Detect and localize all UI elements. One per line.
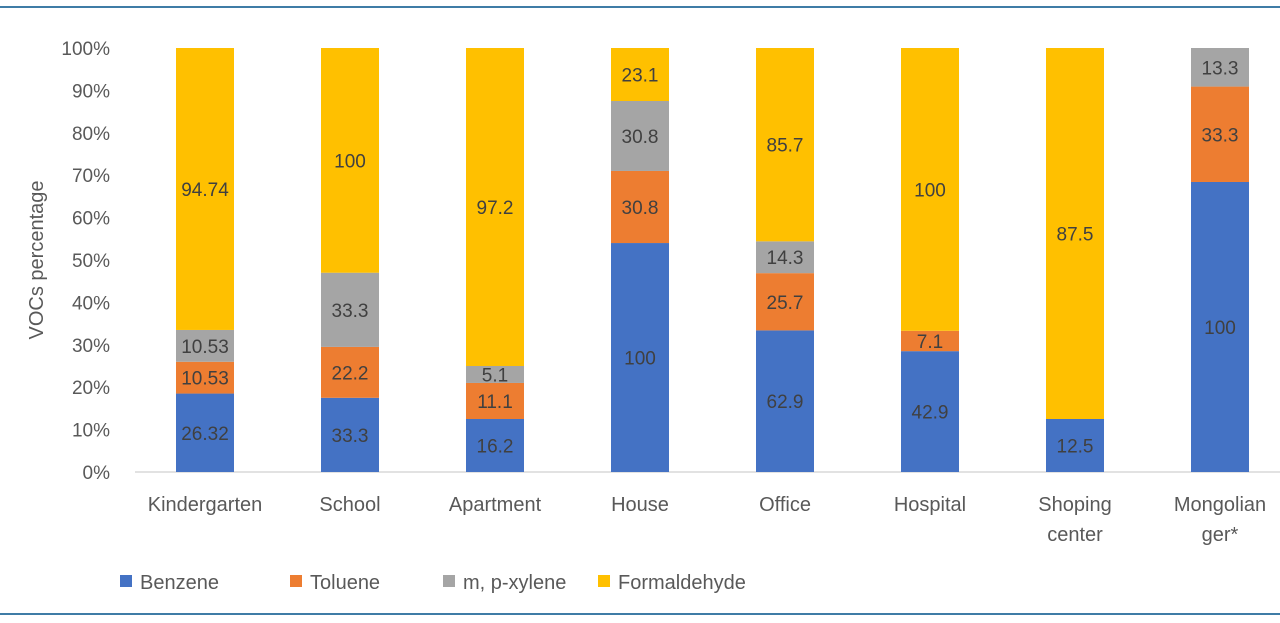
bar-segment [1046,48,1104,419]
legend-swatch [443,575,455,587]
data-label: 10.53 [181,337,229,358]
data-label: 33.3 [1202,125,1239,146]
data-label: 26.32 [181,424,229,445]
legend-label: m, p-xylene [463,572,566,594]
bar-segment [756,241,814,274]
data-label: 14.3 [767,248,804,269]
data-label: 10.53 [181,369,229,390]
data-labels: 26.32 10.53 10.53 94.74 33.3 22.2 33.3 100 16.2 1… [181,58,1238,457]
data-label: 16.2 [477,437,514,458]
data-label: 11.1 [477,392,513,413]
bar-segment [756,273,814,331]
bar-segment [321,397,379,472]
legend: Benzene Toluene m, p-xylene Formaldehyde [120,572,746,594]
y-tick-label: 60% [72,209,110,230]
bar-segment [466,382,524,419]
y-tick-label: 80% [72,124,110,145]
data-label: 100 [624,349,656,370]
data-label: 33.3 [332,426,369,447]
bar-segment [321,346,379,398]
bar-segment [176,329,234,362]
bar-segment [611,170,669,244]
category-label: School [319,494,380,516]
data-label: 23.1 [622,66,659,87]
data-label: 22.2 [332,363,369,384]
top-rule [0,6,1280,8]
y-tick-label: 10% [72,421,110,442]
legend-label: Benzene [140,572,219,594]
bar-segment [1191,86,1249,182]
data-label: 100 [914,180,946,201]
bar-segments [176,48,1249,472]
legend-swatch [598,575,610,587]
category-label: Hospital [894,494,966,516]
data-label: 94.74 [181,180,229,201]
category-label: Mongolian [1174,494,1266,516]
bar-segment [1046,419,1104,472]
legend-label: Formaldehyde [618,572,746,594]
bar-segment [901,330,959,352]
bar-segment [611,101,669,171]
data-label: 5.1 [482,365,508,386]
data-label: 25.7 [767,293,804,314]
bar-segment [901,48,959,331]
bar-segment [611,243,669,472]
bar-segment [901,351,959,472]
data-label: 30.8 [622,127,659,148]
bar-segment [321,48,379,273]
y-tick-label: 30% [72,336,110,357]
category-label: Apartment [449,494,542,516]
bar-segment [611,48,669,101]
data-label: 13.3 [1202,58,1239,79]
y-tick-label: 50% [72,251,110,272]
data-label: 42.9 [912,403,949,424]
bar-segment [1191,181,1249,472]
legend-label: Toluene [310,572,380,594]
bar-segment [466,419,524,472]
category-label: ger* [1202,524,1239,546]
data-label: 12.5 [1057,437,1094,458]
data-label: 100 [334,151,366,172]
category-labels: Kindergarten School Apartment House Office Ho… [148,494,1266,546]
bar-segment [176,48,234,330]
category-label: Office [759,494,811,516]
data-label: 30.8 [622,198,659,219]
y-tick-label: 90% [72,81,110,102]
y-tick-label: 0% [83,463,111,484]
y-tick-label: 40% [72,293,110,314]
y-tick-labels: 0% 10% 20% 30% 40% 50% 60% 70% 80% 90% 100% [61,39,110,484]
category-label: center [1047,524,1103,546]
data-label: 87.5 [1057,225,1094,246]
data-label: 7.1 [917,332,943,353]
category-label: Shoping [1038,494,1111,516]
y-tick-label: 20% [72,378,110,399]
bar-segment [1191,48,1249,87]
bar-segment [756,48,814,242]
y-axis-label: VOCs percentage [26,181,48,340]
data-label: 85.7 [767,136,804,157]
bar-segment [176,361,234,394]
data-label: 62.9 [767,392,804,413]
bottom-rule [0,613,1280,615]
category-label: House [611,494,669,516]
bar-segment [756,330,814,472]
data-label: 100 [1204,318,1236,339]
bar-segment [466,366,524,383]
legend-swatch [290,575,302,587]
data-label: 97.2 [477,198,514,219]
y-tick-label: 100% [61,39,110,60]
bar-segment [466,48,524,366]
legend-swatch [120,575,132,587]
y-tick-label: 70% [72,166,110,187]
bar-segment [321,272,379,347]
category-label: Kindergarten [148,494,263,516]
bar-segment [176,393,234,472]
data-label: 33.3 [332,301,369,322]
